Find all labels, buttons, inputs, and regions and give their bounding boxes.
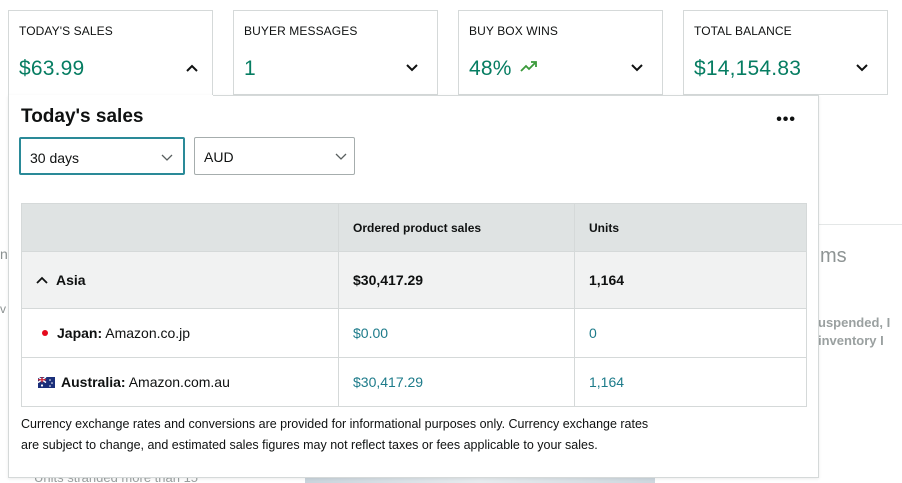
column-header (21, 203, 339, 252)
chevron-down-icon (161, 154, 173, 161)
table-row-region[interactable]: Asia $30,417.29 1,164 (21, 251, 807, 309)
more-options-button[interactable]: ••• (776, 111, 796, 128)
card-value: 48% (469, 57, 540, 81)
background-text: n (0, 246, 8, 262)
period-select-value: 30 days (30, 150, 80, 166)
chevron-down-icon[interactable] (630, 63, 644, 73)
region-name: Asia (56, 272, 86, 288)
table-row: Japan: Amazon.co.jp $0.00 0 (21, 308, 807, 358)
background-image (305, 476, 655, 483)
australia-flag-icon (37, 376, 55, 388)
card-buy-box-wins[interactable]: BUY BOX WINS 48% (458, 10, 663, 95)
card-value: 1 (244, 57, 256, 80)
background-text: inventory I (818, 333, 884, 348)
country-units-link[interactable]: 1,164 (574, 357, 807, 407)
card-todays-sales[interactable]: TODAY'S SALES $63.99 (8, 10, 213, 96)
card-label: BUYER MESSAGES (244, 24, 358, 38)
currency-select-value: AUD (204, 149, 234, 165)
disclaimer-line: are subject to change, and estimated sal… (21, 438, 598, 452)
country-sales-link[interactable]: $0.00 (338, 308, 575, 358)
table-row: Australia: Amazon.com.au $30,417.29 1,16… (21, 357, 807, 407)
chevron-down-icon (335, 153, 347, 160)
card-label: BUY BOX WINS (469, 24, 558, 38)
card-buyer-messages[interactable]: BUYER MESSAGES 1 (233, 10, 438, 95)
todays-sales-popover: Today's sales ••• 30 days AUD Ordered pr… (8, 95, 819, 478)
popover-divider (213, 95, 819, 96)
card-label: TOTAL BALANCE (694, 24, 792, 38)
chevron-down-icon[interactable] (405, 63, 419, 73)
background-text: uspended, I (818, 315, 891, 330)
card-value-text: 48% (469, 57, 512, 80)
period-select[interactable]: 30 days (19, 137, 185, 175)
chevron-down-icon[interactable] (855, 63, 869, 73)
card-value: $63.99 (19, 57, 85, 80)
country-cell: Japan: Amazon.co.jp (21, 308, 339, 358)
chevron-up-icon[interactable] (36, 276, 48, 285)
currency-select[interactable]: AUD (194, 137, 355, 175)
column-header-units: Units (574, 203, 807, 252)
chevron-up-icon[interactable] (185, 63, 199, 73)
marketplace-name: Amazon.co.jp (105, 325, 191, 341)
country-name: Australia: (61, 374, 126, 390)
country-cell: Australia: Amazon.com.au (21, 357, 339, 407)
card-value: $14,154.83 (694, 57, 802, 80)
background-text: v (0, 302, 6, 316)
disclaimer-line: Currency exchange rates and conversions … (21, 417, 649, 431)
sales-table: Ordered product sales Units Asia $30,417… (21, 203, 807, 407)
popover-title: Today's sales (21, 106, 144, 127)
japan-flag-icon (42, 330, 48, 337)
country-name: Japan: (57, 325, 103, 341)
background-panel: ms uspended, I inventory I (818, 224, 902, 483)
card-total-balance[interactable]: TOTAL BALANCE $14,154.83 (683, 10, 888, 95)
marketplace-name: Amazon.com.au (128, 374, 230, 390)
currency-disclaimer: Currency exchange rates and conversions … (21, 414, 811, 456)
region-sales: $30,417.29 (338, 251, 575, 309)
column-header-sales: Ordered product sales (338, 203, 575, 252)
region-cell[interactable]: Asia (21, 251, 339, 309)
region-units: 1,164 (574, 251, 807, 309)
card-label: TODAY'S SALES (19, 24, 113, 38)
country-sales-link[interactable]: $30,417.29 (338, 357, 575, 407)
background-heading: ms (820, 245, 847, 267)
table-header-row: Ordered product sales Units (21, 203, 807, 252)
background-left-edge: n v (0, 96, 10, 483)
trend-up-icon (520, 61, 537, 72)
country-units-link[interactable]: 0 (574, 308, 807, 358)
